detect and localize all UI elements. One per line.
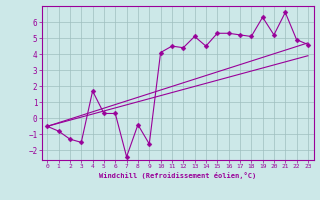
X-axis label: Windchill (Refroidissement éolien,°C): Windchill (Refroidissement éolien,°C): [99, 172, 256, 179]
